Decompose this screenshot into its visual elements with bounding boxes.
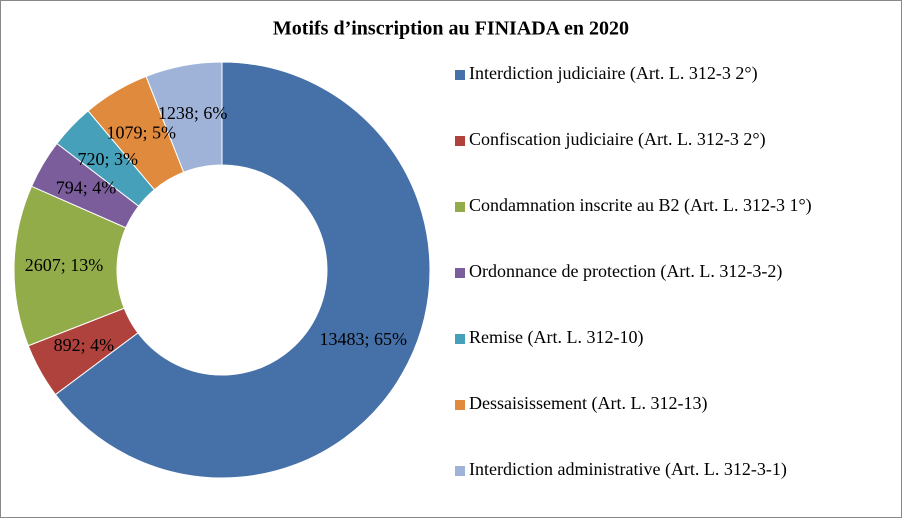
legend-swatch <box>455 268 465 278</box>
data-label: 794; 4% <box>56 178 117 198</box>
donut-segment <box>54 61 431 479</box>
data-label: 892; 4% <box>54 335 115 355</box>
data-label: 2607; 13% <box>25 255 104 275</box>
data-label: 1238; 6% <box>158 103 228 123</box>
legend-label: Interdiction judiciaire (Art. L. 312-3 2… <box>469 63 758 84</box>
legend-label: Confiscation judiciaire (Art. L. 312-3 2… <box>469 129 766 150</box>
legend-swatch <box>455 334 465 344</box>
legend-label: Condamnation inscrite au B2 (Art. L. 312… <box>469 195 812 216</box>
legend-swatch <box>455 136 465 146</box>
data-label: 720; 3% <box>78 149 139 169</box>
chart-title: Motifs d’inscription au FINIADA en 2020 <box>273 18 629 40</box>
legend-label: Interdiction administrative (Art. L. 312… <box>469 459 787 480</box>
legend-swatch <box>455 70 465 80</box>
legend-swatch <box>455 400 465 410</box>
legend-swatch <box>455 466 465 476</box>
data-label: 13483; 65% <box>320 329 408 349</box>
legend-label: Ordonnance de protection (Art. L. 312-3-… <box>469 261 782 282</box>
legend-label: Dessaisissement (Art. L. 312-13) <box>469 393 707 414</box>
legend-swatch <box>455 202 465 212</box>
donut-segment <box>145 61 223 173</box>
legend-label: Remise (Art. L. 312-10) <box>469 327 643 348</box>
data-label: 1079; 5% <box>106 122 176 142</box>
